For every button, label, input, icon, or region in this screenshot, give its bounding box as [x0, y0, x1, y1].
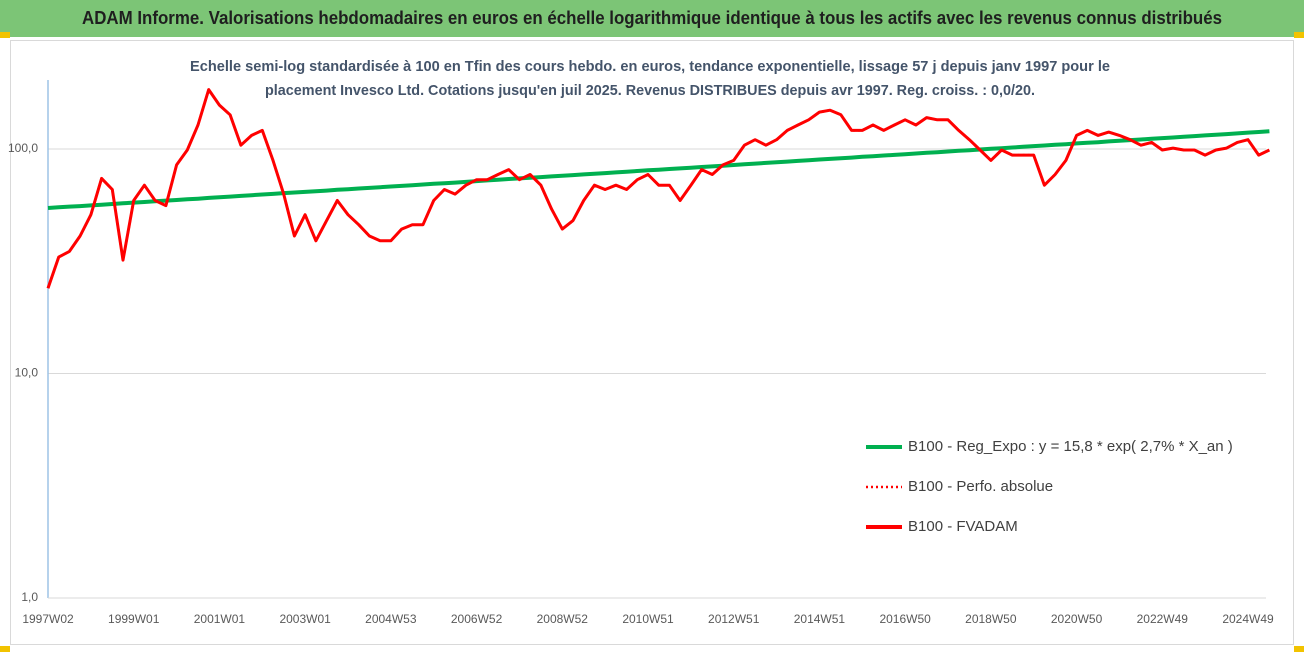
x-tick-label: 2014W51: [794, 612, 846, 626]
x-tick-label: 2006W52: [451, 612, 503, 626]
x-tick-label: 1999W01: [108, 612, 160, 626]
x-tick-label: 2003W01: [279, 612, 331, 626]
chart-title: ADAM Informe. Valorisations hebdomadaire…: [82, 8, 1222, 28]
x-tick-label: 2020W50: [1051, 612, 1103, 626]
x-tick-label: 2004W53: [365, 612, 417, 626]
y-tick-label: 100,0: [8, 141, 38, 155]
x-tick-label: 2012W51: [708, 612, 760, 626]
y-tick-label: 10,0: [15, 366, 39, 380]
x-tick-label: 1997W02: [22, 612, 74, 626]
title-bar: [0, 0, 1304, 37]
corner-mark: [0, 32, 10, 38]
chart-subtitle: placement Invesco Ltd. Cotations jusqu'e…: [265, 82, 1035, 99]
x-tick-label: 2024W49: [1222, 612, 1274, 626]
corner-mark: [1294, 32, 1304, 38]
x-tick-label: 2010W51: [622, 612, 674, 626]
series-line: [46, 88, 1271, 289]
corner-mark: [1294, 646, 1304, 652]
x-tick-label: 2008W52: [537, 612, 589, 626]
x-tick-label: 2022W49: [1137, 612, 1189, 626]
plot-area: 1,0 10,0 100,0 1997W02 1999W01 2001W01 2003W01…: [8, 80, 1274, 626]
corner-mark: [0, 646, 10, 652]
chart-frame: [10, 40, 1294, 645]
y-tick-label: 1,0: [21, 590, 38, 604]
chart-subtitle: Echelle semi-log standardisée à 100 en T…: [190, 58, 1110, 75]
series-line: [47, 129, 1270, 210]
x-tick-label: 2018W50: [965, 612, 1017, 626]
legend-label: B100 - FVADAM: [908, 518, 1018, 535]
x-tick-label: 2016W50: [879, 612, 931, 626]
legend-label: B100 - Perfo. absolue: [908, 478, 1053, 495]
x-tick-label: 2001W01: [194, 612, 246, 626]
legend-label: B100 - Reg_Expo : y = 15,8 * exp( 2,7% *…: [908, 438, 1233, 455]
